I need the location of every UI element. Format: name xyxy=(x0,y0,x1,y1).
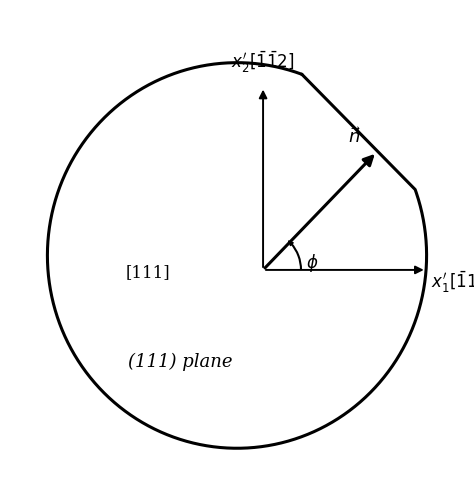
Text: $x_1^{\prime}[\bar{1}10]$: $x_1^{\prime}[\bar{1}10]$ xyxy=(431,269,474,295)
Text: $\phi$: $\phi$ xyxy=(306,252,318,274)
Text: $x_2^{\prime}[\bar{1}\bar{1}2]$: $x_2^{\prime}[\bar{1}\bar{1}2]$ xyxy=(231,49,295,75)
Text: $\vec{n}$: $\vec{n}$ xyxy=(348,127,361,147)
Text: (111) plane: (111) plane xyxy=(128,352,232,371)
Text: [111]: [111] xyxy=(126,264,171,281)
